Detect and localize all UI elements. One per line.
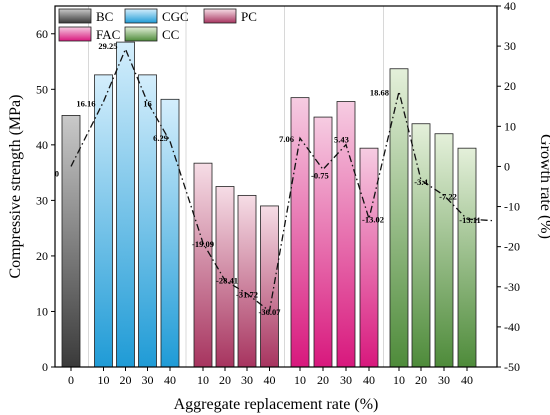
x-tick-label: 10 xyxy=(197,373,209,387)
bar-cgc-30 xyxy=(138,74,157,368)
legend-swatch-fac xyxy=(58,26,92,42)
legend-swatch-bc xyxy=(58,8,92,24)
bar-cc-30 xyxy=(434,133,454,368)
bar-pc-10 xyxy=(193,162,213,368)
x-tick-label: 30 xyxy=(438,373,450,387)
growth-label: -13.02 xyxy=(362,215,384,225)
x-tick-label: 10 xyxy=(294,373,306,387)
x-tick-label: 20 xyxy=(317,373,329,387)
y-tick-label: 30 xyxy=(36,193,48,207)
x-tick-label: 30 xyxy=(241,373,253,387)
growth-label: -28.41 xyxy=(216,275,238,285)
y2-tick-label: -40 xyxy=(504,320,520,334)
x-tick-label: 40 xyxy=(264,373,276,387)
y2-tick-label: 30 xyxy=(504,39,516,53)
legend-swatch-pc xyxy=(203,8,237,24)
bar-pc-30 xyxy=(237,194,257,368)
bar-fac-40 xyxy=(359,147,379,368)
growth-label: -0.75 xyxy=(311,170,329,180)
x-tick-label: 40 xyxy=(164,373,176,387)
y2-tick-label: 40 xyxy=(504,0,516,13)
y-tick-label: 50 xyxy=(36,82,48,96)
y2-tick-label: 20 xyxy=(504,79,516,93)
x-axis-title: Aggregate replacement rate (%) xyxy=(174,396,379,413)
bar-cgc-20 xyxy=(116,41,135,368)
bar-cgc-10 xyxy=(94,74,113,368)
y2-tick-label: -10 xyxy=(504,200,520,214)
growth-label: 16 xyxy=(143,98,152,108)
growth-label: 0 xyxy=(55,168,59,178)
x-tick-label: 30 xyxy=(142,373,154,387)
x-tick-label: 20 xyxy=(415,373,427,387)
y2-tick-label: 10 xyxy=(504,119,516,133)
y2-tick-label: 0 xyxy=(504,159,510,173)
x-tick-label: 20 xyxy=(120,373,132,387)
x-tick-label: 10 xyxy=(98,373,110,387)
bar-pc-40 xyxy=(260,205,279,368)
legend-label-bc: BC xyxy=(96,9,113,24)
growth-label: 6.29 xyxy=(153,133,168,143)
y2-tick-label: -30 xyxy=(504,280,520,294)
growth-label: 16.16 xyxy=(76,99,95,109)
x-tick-label: 10 xyxy=(393,373,405,387)
growth-label: 7.06 xyxy=(279,134,294,144)
growth-label: -3.4 xyxy=(414,177,428,187)
growth-label: -31.72 xyxy=(236,290,258,300)
legend-label-cc: CC xyxy=(162,27,179,42)
y-axis-title: Compressive strength (MPa) xyxy=(7,95,24,279)
growth-label: 29.25 xyxy=(98,41,117,51)
bar-cc-20 xyxy=(411,123,431,368)
growth-label: 18.68 xyxy=(370,88,389,98)
x-tick-label: 40 xyxy=(363,373,375,387)
x-tick-label: 20 xyxy=(219,373,231,387)
bar-cc-40 xyxy=(457,147,477,368)
legend-label-pc: PC xyxy=(241,9,257,24)
y-tick-label: 10 xyxy=(36,304,48,318)
growth-label: 5.43 xyxy=(334,135,349,145)
x-tick-label: 40 xyxy=(461,373,473,387)
y2-tick-label: -20 xyxy=(504,240,520,254)
x-tick-label: 0 xyxy=(68,373,74,387)
legend-swatch-cgc xyxy=(124,8,158,24)
bar-cc-10 xyxy=(389,68,409,368)
growth-rate-line xyxy=(70,47,493,313)
growth-label: -19.09 xyxy=(192,239,214,249)
y-tick-label: 0 xyxy=(42,360,48,374)
x-tick-label: 30 xyxy=(340,373,352,387)
plot-frame xyxy=(54,5,498,368)
bar-fac-20 xyxy=(313,116,333,368)
legend-swatch-cc xyxy=(124,26,158,42)
y2-axis-title: Growth rate (%) xyxy=(537,134,550,239)
growth-label: -36.07 xyxy=(259,307,282,317)
growth-label: -7.22 xyxy=(439,191,457,201)
growth-label: -13.11 xyxy=(459,215,481,225)
y-tick-label: 40 xyxy=(36,138,48,152)
legend-label-fac: FAC xyxy=(96,27,120,42)
y-tick-label: 60 xyxy=(36,27,48,41)
legend-label-cgc: CGC xyxy=(162,9,189,24)
y2-tick-label: -50 xyxy=(504,360,520,374)
y-tick-label: 20 xyxy=(36,249,48,263)
